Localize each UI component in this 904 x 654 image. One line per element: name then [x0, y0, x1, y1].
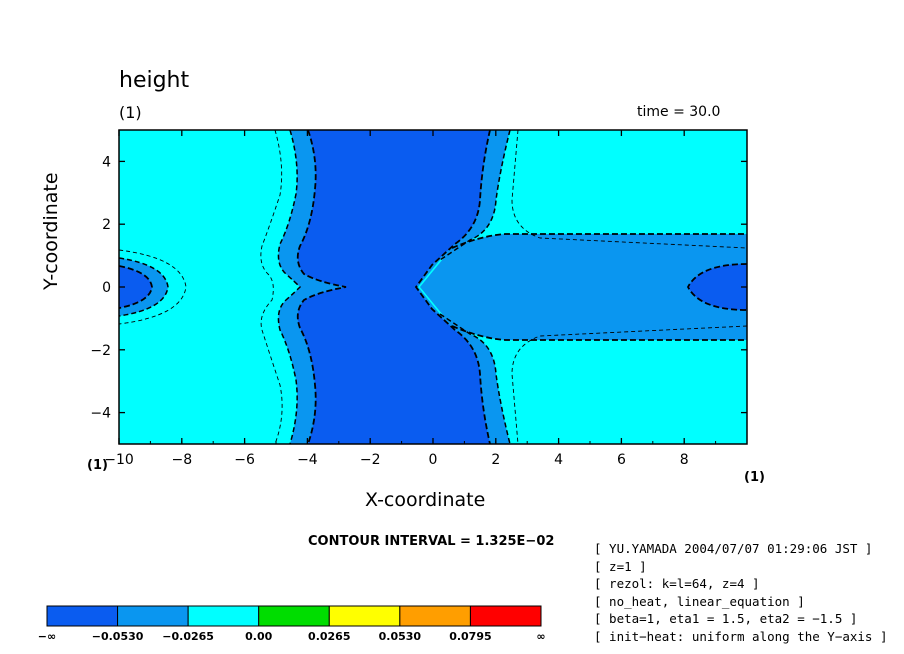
region-right-trough — [688, 264, 747, 310]
contour-field — [119, 130, 747, 444]
info-line: [ z=1 ] — [594, 558, 647, 574]
x-tick-label: 6 — [617, 452, 626, 468]
x-tick-label: −6 — [234, 452, 255, 468]
colorbar-level-label: 0.0530 — [379, 630, 422, 643]
colorbar-level-label: −∞ — [38, 630, 56, 643]
x-tick-label: −2 — [360, 452, 381, 468]
y-tick-label: −4 — [90, 406, 111, 422]
info-line: [ rezol: k=l=64, z=4 ] — [594, 576, 760, 591]
x-unit-label-right: (1) — [744, 470, 765, 485]
contour-line-channel-top — [451, 233, 747, 249]
colorbar-level-label: 0.0795 — [449, 630, 491, 643]
info-line: [ YU.YAMADA 2004/07/07 01:29:06 JST ] — [594, 541, 873, 556]
x-tick-label: −8 — [171, 452, 192, 468]
y-tick-label: −2 — [90, 343, 111, 359]
y-tick-label: 0 — [102, 280, 111, 296]
x-tick-label: 8 — [680, 452, 689, 468]
region-left-trough — [119, 266, 152, 308]
colorbar-swatch — [187, 605, 260, 627]
x-tick-label: −10 — [104, 452, 134, 468]
colorbar-level-label: −0.0530 — [92, 630, 144, 643]
time-label: time = 30.0 — [637, 104, 721, 120]
x-unit-label-left: (1) — [87, 458, 108, 473]
colorbar-swatch — [258, 605, 330, 627]
x-tick-label: 4 — [554, 452, 563, 468]
info-line: [ init−heat: uniform along the Y−axis ] — [594, 628, 888, 644]
x-tick-label: −4 — [297, 452, 318, 468]
colorbar-level-label: 0.00 — [245, 630, 272, 643]
contour-line-right-thin-lower — [511, 325, 747, 444]
chart-subtitle-left: (1) — [119, 103, 142, 122]
chart-title: height — [119, 68, 190, 93]
colorbar-swatch — [399, 605, 471, 627]
contour-line-central-right — [414, 130, 491, 444]
colorbar-swatch — [117, 605, 189, 627]
y-tick-label: 2 — [102, 217, 111, 233]
colorbar-level-label: −0.0265 — [162, 630, 214, 643]
contour-line-left-mid — [277, 130, 302, 444]
contour-line-central-left — [296, 130, 347, 444]
x-tick-label: 0 — [429, 452, 438, 468]
x-axis-label: X-coordinate — [365, 489, 486, 511]
colorbar: −∞ −0.0530 −0.0265 0.00 0.0265 0.0530 0.0795 ∞ — [38, 605, 546, 643]
colorbar-swatch — [469, 605, 542, 627]
colorbar-level-label: ∞ — [536, 630, 545, 643]
info-line: [ no_heat, linear_equation ] — [594, 593, 805, 609]
axes: −10 −8 −6 −4 −2 0 2 4 6 8 −4 −2 0 2 4 — [90, 130, 748, 468]
y-tick-label: 4 — [102, 154, 111, 170]
colorbar-level-label: 0.0265 — [308, 630, 350, 643]
contour-lines — [119, 130, 747, 444]
contour-line-channel-bottom — [451, 325, 747, 341]
colorbar-swatch — [46, 605, 119, 627]
colorbar-swatch — [328, 605, 401, 627]
x-tick-label: 2 — [491, 452, 500, 468]
region-equatorial-channel — [420, 234, 747, 340]
info-line: [ beta=1, eta1 = 1.5, eta2 = −1.5 ] — [594, 611, 858, 626]
info-panel: [ YU.YAMADA 2004/07/07 01:29:06 JST ] [ … — [594, 540, 888, 645]
contour-line-left-thin — [260, 130, 283, 444]
contour-line-left-trough — [119, 265, 153, 309]
contour-line-right-trough — [686, 263, 747, 311]
region-central-trough — [297, 130, 490, 444]
contour-line-right-thin — [511, 130, 747, 249]
y-axis-label: Y-coordinate — [40, 172, 62, 290]
contour-interval-label: CONTOUR INTERVAL = 1.325E−02 — [308, 534, 555, 549]
contour-line-left-trough-outer — [119, 257, 169, 317]
